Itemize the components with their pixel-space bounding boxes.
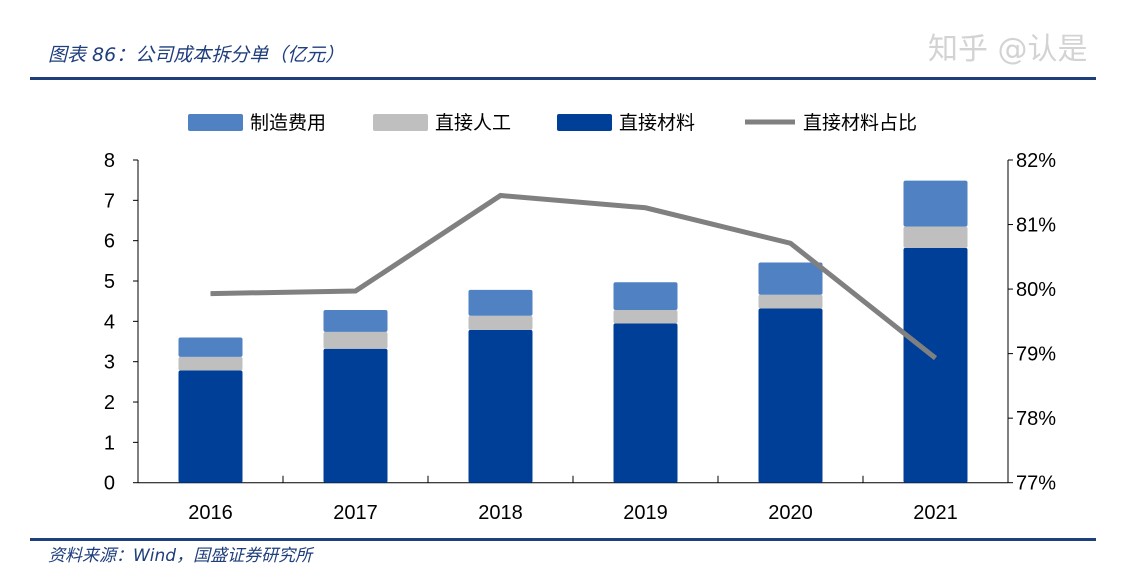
legend-swatch [188,114,243,131]
bottom-rule [30,538,1096,541]
x-tick-label: 2019 [623,502,668,524]
bar-2016-直接材料 [178,370,243,483]
bar-2018-直接材料 [468,329,533,483]
legend-label: 直接材料 [619,112,695,134]
left-tick-label: 7 [104,190,115,212]
bar-2017-制造费用 [323,310,388,332]
watermark: 知乎 @认是 [928,32,1088,67]
bar-2019-直接人工 [613,310,678,324]
top-rule [30,77,1096,80]
bar-2020-直接人工 [758,294,823,309]
bar-2019-制造费用 [613,282,678,311]
bar-2021-直接人工 [903,226,968,248]
bar-2021-直接材料 [903,247,968,483]
right-tick-label: 78% [1016,408,1056,430]
bar-2018-直接人工 [468,315,533,330]
bar-2018-制造费用 [468,289,533,316]
legend-label: 制造费用 [250,112,326,134]
right-tick-label: 80% [1016,279,1056,301]
left-tick-label: 3 [104,352,115,374]
left-tick-label: 4 [104,311,115,333]
bar-2016-制造费用 [178,337,243,357]
legend-label: 直接材料占比 [803,112,917,134]
left-tick-label: 1 [104,432,115,454]
x-tick-label: 2016 [188,502,233,524]
right-tick-label: 81% [1016,215,1056,237]
left-tick-label: 8 [104,150,115,172]
x-tick-label: 2020 [768,502,813,524]
left-tick-label: 0 [104,473,115,495]
chart-title: 图表 86：公司成本拆分单（亿元） [48,44,345,66]
right-tick-label: 77% [1016,473,1056,495]
right-tick-label: 79% [1016,344,1056,366]
bar-2019-直接材料 [613,323,678,483]
right-tick-label: 82% [1016,150,1056,172]
ratio-line [210,192,938,361]
bar-2017-直接材料 [323,348,388,483]
left-tick-label: 5 [104,271,115,293]
bar-2017-直接人工 [323,331,388,349]
bar-2020-直接材料 [758,308,823,483]
x-tick-label: 2017 [333,502,378,524]
source-note: 资料来源：Wind，国盛证券研究所 [48,546,313,566]
legend-swatch [557,114,612,131]
left-tick-label: 2 [104,392,115,414]
x-tick-label: 2018 [478,502,523,524]
bar-2016-直接人工 [178,356,243,371]
legend-label: 直接人工 [435,112,511,134]
bar-2020-制造费用 [758,262,823,295]
bar-2021-制造费用 [903,180,968,227]
legend-swatch [373,114,428,131]
x-tick-label: 2021 [913,502,958,524]
left-tick-label: 6 [104,231,115,253]
